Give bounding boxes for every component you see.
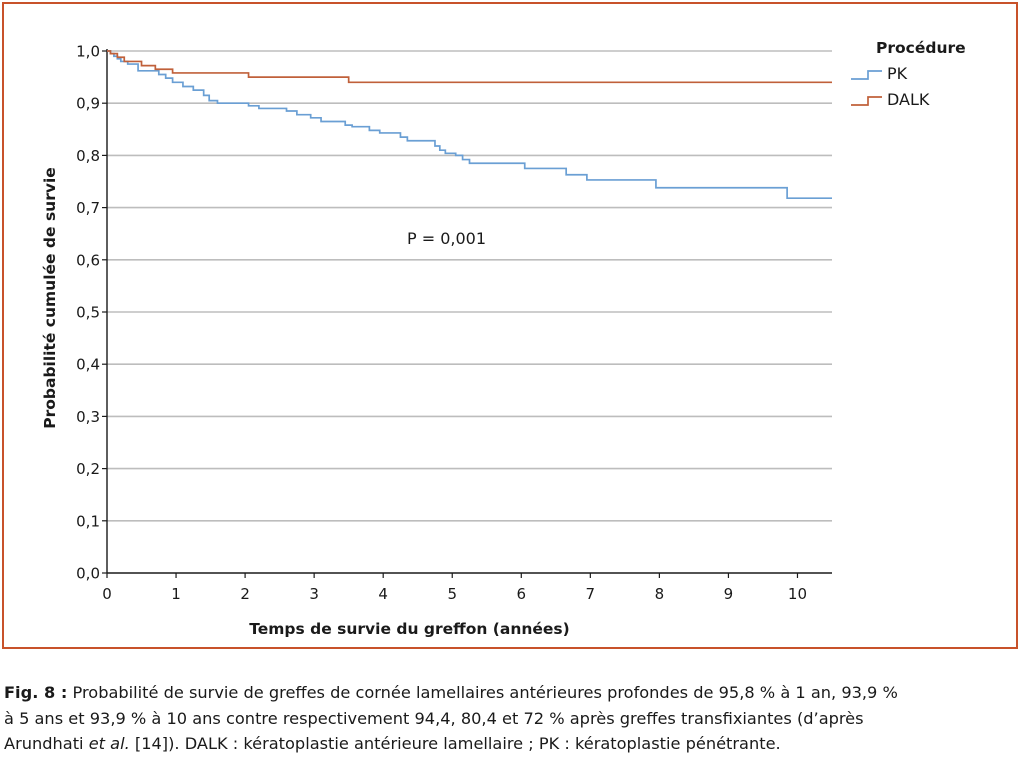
y-tick-label: 0,8 [76,147,100,165]
y-tick-label: 0,4 [76,356,100,374]
figure-caption: Fig. 8 : Probabilité de survie de greffe… [4,680,1022,757]
y-tick-label: 1,0 [76,43,100,61]
y-tick-label: 0,9 [76,95,100,113]
legend-swatch-dalk [851,96,882,106]
x-tick-label: 9 [724,585,734,603]
legend-swatch-pk [851,70,882,80]
y-tick-label: 0,3 [76,408,100,426]
x-tick-label: 8 [655,585,665,603]
caption-line-1: Fig. 8 : Probabilité de survie de greffe… [4,680,1022,706]
legend-label-pk: PK [887,64,908,83]
caption-text-3b: [14]). DALK : kératoplastie antérieure l… [134,734,781,753]
y-axis-title: Probabilité cumulée de survie [41,167,59,429]
x-tick-label: 7 [586,585,596,603]
caption-et-al: et al. [88,734,130,753]
x-axis-title: Temps de survie du greffon (années) [249,620,570,638]
x-tick-label: 5 [447,585,457,603]
x-tick-label: 6 [517,585,527,603]
y-tick-label: 0,7 [76,199,100,217]
y-tick-label: 0,2 [76,460,100,478]
x-tick-label: 4 [378,585,388,603]
x-tick-label: 0 [102,585,112,603]
series-line-pk [107,50,832,200]
x-tick-label: 2 [240,585,250,603]
caption-text-3a: Arundhati [4,734,84,753]
survival-chart: 0,0 0,1 0,2 0,3 0,4 0,5 0,6 0,7 0,8 0,9 1,0 0 1 2 3 4 5 6… [41,39,966,638]
caption-line-3: Arundhati et al. [14]). DALK : kératopla… [4,731,1022,757]
caption-line-2: à 5 ans et 93,9 % à 10 ans contre respec… [4,708,864,728]
y-tick-label: 0,5 [76,304,100,322]
p-value-annotation: P = 0,001 [407,229,486,248]
x-tick-label: 1 [171,585,181,603]
legend-title: Procédure [876,39,966,57]
legend-label-dalk: DALK [887,90,930,109]
x-tick-label: 3 [309,585,319,603]
caption-text-1: Probabilité de survie de greffes de corn… [72,683,898,702]
y-tick-label: 0,0 [76,565,100,583]
y-tick-label: 0,1 [76,512,100,530]
series-line-dalk [107,50,832,84]
caption-label: Fig. 8 : [4,683,68,702]
x-tick-label: 10 [788,585,807,603]
y-tick-label: 0,6 [76,251,100,269]
figure-frame: 0,0 0,1 0,2 0,3 0,4 0,5 0,6 0,7 0,8 0,9 1,0 0 1 2 3 4 5 6… [2,2,1018,649]
